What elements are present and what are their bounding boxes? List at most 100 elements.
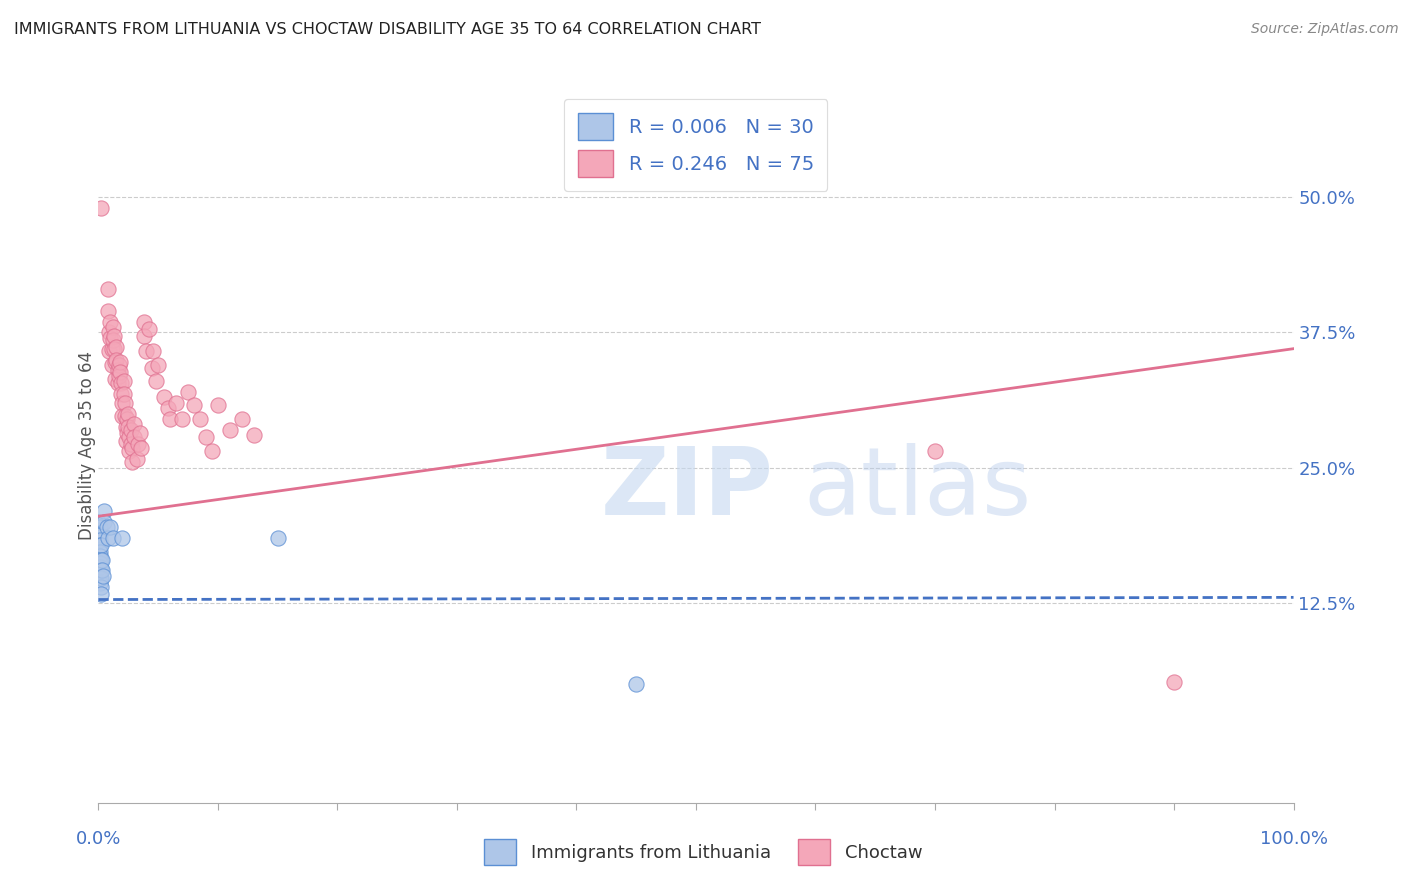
Point xyxy=(107,368,129,383)
Point xyxy=(626,677,648,691)
Point xyxy=(267,531,290,545)
Point xyxy=(89,560,111,574)
Point xyxy=(115,425,138,440)
Point xyxy=(107,363,129,377)
Point xyxy=(98,520,122,534)
Point xyxy=(120,423,142,437)
Point xyxy=(183,398,205,412)
Point xyxy=(98,343,121,358)
Text: Source: ZipAtlas.com: Source: ZipAtlas.com xyxy=(1251,22,1399,37)
Point xyxy=(125,452,148,467)
Point xyxy=(89,566,111,580)
Point xyxy=(153,390,176,404)
Point xyxy=(201,444,224,458)
Point xyxy=(121,441,143,455)
Point xyxy=(110,376,132,391)
Legend: R = 0.006   N = 30, R = 0.246   N = 75: R = 0.006 N = 30, R = 0.246 N = 75 xyxy=(564,99,828,191)
Text: atlas: atlas xyxy=(804,442,1032,535)
Point xyxy=(124,417,146,432)
Point xyxy=(91,568,114,582)
Point xyxy=(90,539,112,553)
Point xyxy=(98,331,122,345)
Point xyxy=(188,412,211,426)
Point xyxy=(156,401,179,416)
Point xyxy=(111,396,134,410)
Point xyxy=(108,366,131,380)
Text: IMMIGRANTS FROM LITHUANIA VS CHOCTAW DISABILITY AGE 35 TO 64 CORRELATION CHART: IMMIGRANTS FROM LITHUANIA VS CHOCTAW DIS… xyxy=(14,22,761,37)
Point xyxy=(97,282,120,296)
Point xyxy=(89,545,111,559)
Point xyxy=(124,430,146,444)
Point xyxy=(148,358,170,372)
Point xyxy=(97,531,120,545)
Point xyxy=(90,563,112,577)
Point xyxy=(172,412,194,426)
Point xyxy=(243,428,266,442)
Point xyxy=(105,352,128,367)
Legend: Immigrants from Lithuania, Choctaw: Immigrants from Lithuania, Choctaw xyxy=(475,830,931,874)
Point xyxy=(118,444,141,458)
Point xyxy=(104,354,127,368)
Point xyxy=(129,425,152,440)
Point xyxy=(115,412,138,426)
Point xyxy=(207,398,229,412)
Point xyxy=(145,374,167,388)
Point xyxy=(141,361,163,376)
Point xyxy=(104,372,127,386)
Point xyxy=(90,580,112,594)
Point xyxy=(219,423,242,437)
Point xyxy=(101,320,124,334)
Point xyxy=(89,539,111,553)
Point xyxy=(165,396,187,410)
Point xyxy=(142,343,165,358)
Point xyxy=(132,315,155,329)
Point xyxy=(100,342,122,356)
Point xyxy=(194,430,218,444)
Point xyxy=(114,409,136,423)
Y-axis label: Disability Age 35 to 64: Disability Age 35 to 64 xyxy=(79,351,96,541)
Point xyxy=(108,354,131,368)
Point xyxy=(89,576,111,591)
Point xyxy=(107,358,129,372)
Point xyxy=(101,531,124,545)
Point xyxy=(135,343,157,358)
Point xyxy=(91,552,114,566)
Point xyxy=(89,533,111,547)
Point xyxy=(114,396,136,410)
Point xyxy=(117,419,139,434)
Point xyxy=(98,315,122,329)
Point xyxy=(90,552,112,566)
Point xyxy=(121,455,143,469)
Point xyxy=(90,571,112,585)
Point xyxy=(93,504,115,518)
Point xyxy=(138,322,160,336)
Point xyxy=(89,520,111,534)
Point xyxy=(112,374,135,388)
Point xyxy=(177,384,200,399)
Point xyxy=(924,444,946,458)
Point xyxy=(117,407,139,421)
Point xyxy=(103,328,125,343)
Point xyxy=(107,376,129,391)
Point xyxy=(111,531,134,545)
Point xyxy=(89,527,111,541)
Point xyxy=(90,587,112,601)
Point xyxy=(115,419,138,434)
Point xyxy=(1163,674,1185,689)
Point xyxy=(97,303,120,318)
Point xyxy=(91,563,114,577)
Point xyxy=(100,358,122,372)
Point xyxy=(111,409,134,423)
Point xyxy=(159,412,181,426)
Point xyxy=(103,342,125,356)
Point xyxy=(110,387,132,401)
Text: 0.0%: 0.0% xyxy=(76,830,121,847)
Point xyxy=(127,437,149,451)
Point xyxy=(120,437,142,451)
Point xyxy=(231,412,253,426)
Point xyxy=(101,333,124,347)
Text: 100.0%: 100.0% xyxy=(1260,830,1327,847)
Point xyxy=(105,339,128,353)
Point xyxy=(131,441,153,455)
Point xyxy=(118,430,141,444)
